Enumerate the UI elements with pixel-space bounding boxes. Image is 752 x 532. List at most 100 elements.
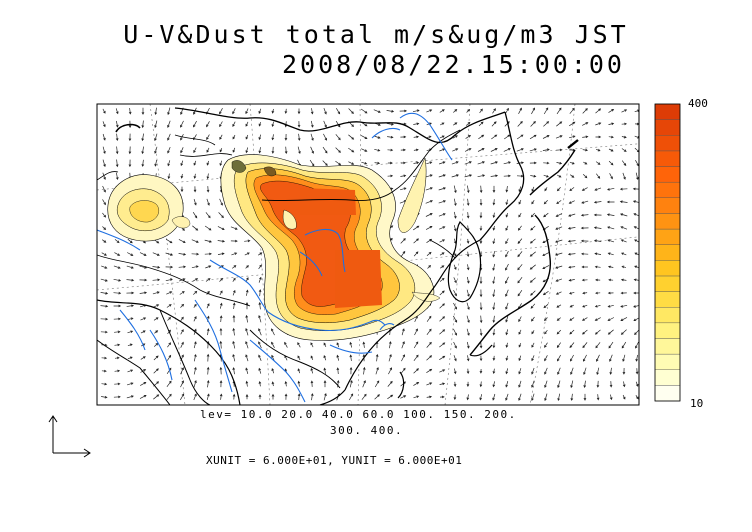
wind-arrow [530, 290, 536, 296]
wind-arrow [193, 198, 197, 206]
wind-arrow [505, 368, 509, 375]
rivers [97, 112, 453, 403]
wind-arrow [180, 160, 184, 167]
wind-arrow [619, 200, 628, 204]
wind-arrow [310, 120, 314, 128]
wind-arrow [413, 382, 420, 386]
wind-arrow [439, 135, 445, 139]
wind-arrow [425, 187, 433, 191]
wind-arrow [531, 186, 535, 192]
wind-arrow [387, 135, 394, 139]
wind-arrow [102, 159, 106, 168]
wind-arrow [426, 328, 432, 336]
wind-arrow [180, 186, 184, 193]
wind-arrow [219, 277, 224, 282]
wind-arrow [490, 148, 498, 152]
wind-arrow [570, 367, 574, 376]
wind-arrow [400, 367, 406, 374]
wind-arrow [621, 122, 628, 126]
wind-arrow [387, 394, 394, 400]
wind-arrow [126, 265, 134, 269]
wind-arrow [400, 174, 407, 178]
wind-arrow [543, 174, 549, 178]
wind-arrow [607, 304, 614, 308]
wind-arrow [518, 199, 522, 205]
wind-arrow [609, 354, 613, 362]
wind-arrow [154, 133, 158, 141]
wind-arrow [505, 329, 509, 336]
wind-arrow [204, 239, 213, 243]
wind-arrow [114, 382, 121, 386]
wind-arrow [178, 265, 187, 269]
wind-arrow [492, 302, 496, 311]
wind-arrow [466, 302, 470, 310]
wind-arrow [567, 226, 576, 230]
wind-arrow [258, 121, 262, 127]
wind-arrow [114, 252, 121, 256]
wind-arrow [219, 134, 223, 140]
wind-arrow [583, 161, 588, 165]
wind-arrow [531, 393, 535, 401]
wind-arrow [245, 289, 249, 296]
wind-arrow [153, 317, 159, 321]
wind-arrow [543, 304, 549, 309]
colorbar-swatch [654, 385, 681, 402]
wind-arrow [323, 380, 327, 388]
wind-arrow [206, 366, 210, 375]
wind-arrow [310, 146, 314, 154]
wind-arrow [323, 133, 327, 141]
wind-arrow [179, 291, 185, 295]
wind-arrow [492, 185, 496, 193]
wind-arrow [609, 367, 613, 375]
wind-arrow [167, 316, 172, 321]
wind-arrow [310, 380, 314, 387]
wind-arrow [518, 329, 522, 335]
wind-arrow [193, 341, 197, 349]
dust-plume-main [220, 154, 441, 341]
wind-arrow [492, 289, 496, 298]
wind-arrow [101, 382, 108, 386]
colorbar-max-label: 400 [688, 97, 708, 110]
wind-arrow [518, 368, 522, 375]
wind-arrow [633, 291, 639, 295]
wind-arrow [193, 316, 197, 322]
colorbar-swatch [654, 322, 681, 339]
wind-arrow [113, 304, 122, 308]
wind-arrow [219, 160, 223, 166]
wind-arrow [505, 289, 509, 297]
wind-arrow [593, 213, 602, 217]
wind-arrow [139, 252, 147, 256]
wind-arrow [621, 160, 627, 166]
wind-arrow [567, 239, 576, 243]
wind-arrow [477, 161, 485, 165]
wind-arrow [284, 133, 288, 141]
wind-arrow [126, 278, 135, 282]
wind-arrow [518, 342, 522, 348]
wind-arrow [479, 212, 483, 219]
wind-arrow [466, 315, 470, 323]
wind-arrow [529, 238, 536, 244]
wind-arrow [426, 355, 433, 361]
wind-arrow [245, 354, 249, 362]
wind-arrow [531, 342, 535, 348]
wind-arrow [258, 108, 262, 114]
wind-arrow [180, 303, 185, 308]
wind-arrow [310, 355, 314, 361]
wind-arrow [492, 342, 496, 349]
wind-arrow [232, 302, 236, 309]
wind-arrow [284, 380, 288, 387]
colorbar-frame [654, 103, 681, 402]
wind-arrow [492, 315, 496, 323]
wind-arrow [245, 302, 249, 310]
wind-arrow [464, 174, 473, 178]
wind-arrow [205, 278, 211, 282]
wind-arrow [452, 135, 458, 139]
map-title-line1: U-V&Dust total m/s&ug/m3 JST [123, 20, 629, 49]
reference-vector-icon [48, 415, 91, 458]
wind-arrow [206, 303, 210, 309]
wind-arrow [219, 393, 223, 400]
wind-arrow [219, 198, 223, 206]
wind-arrow [180, 341, 184, 348]
wind-arrow [505, 225, 509, 231]
wind-arrow [102, 108, 106, 114]
